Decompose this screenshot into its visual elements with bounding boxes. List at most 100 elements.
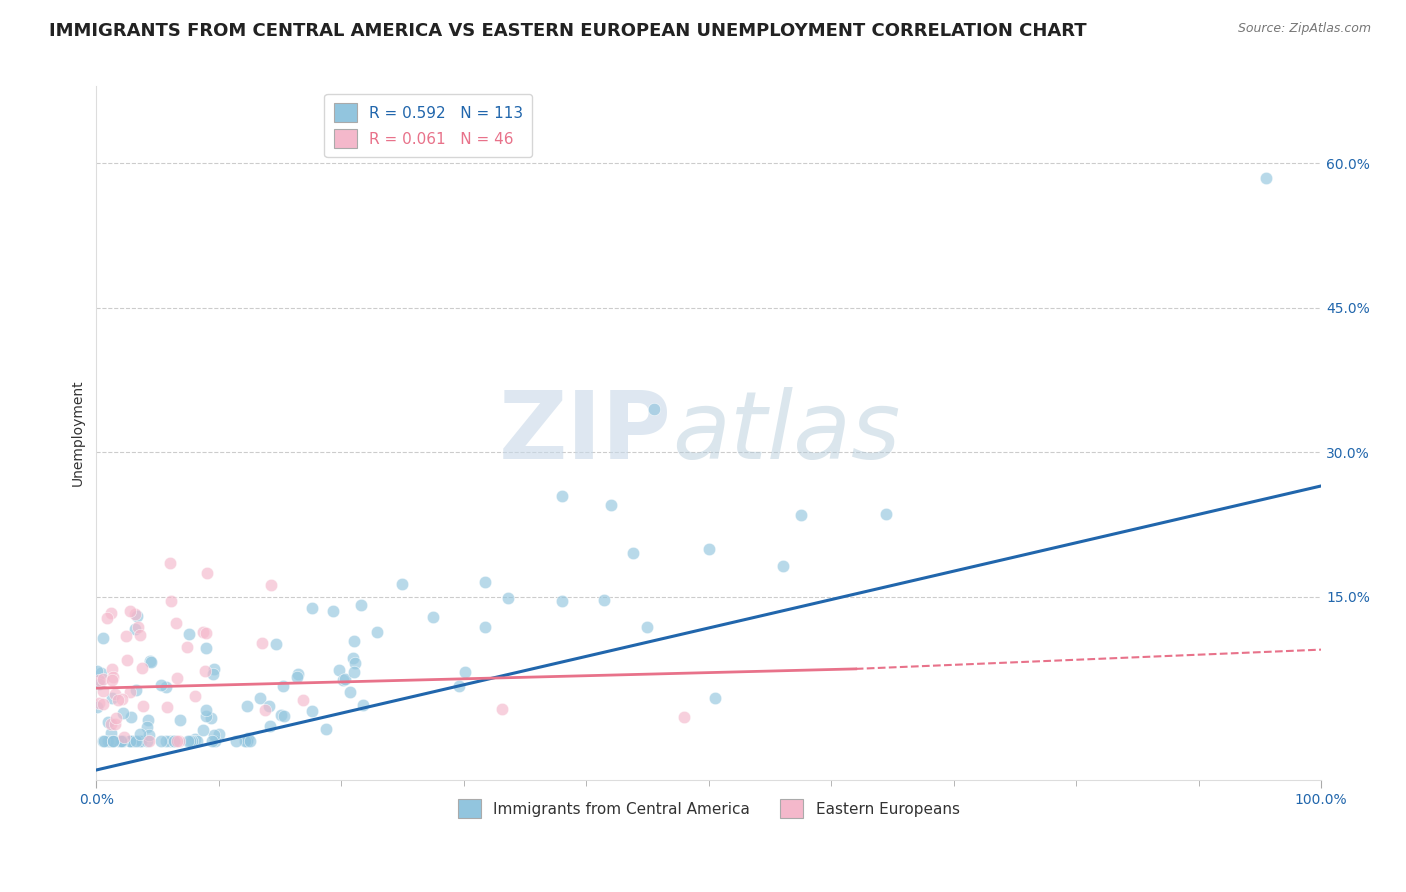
Point bbox=[344, 656, 367, 670]
Point bbox=[225, 734, 247, 748]
Point bbox=[194, 709, 217, 723]
Point bbox=[163, 734, 186, 748]
Point bbox=[191, 723, 214, 737]
Point bbox=[149, 734, 172, 748]
Point bbox=[120, 734, 142, 748]
Point bbox=[128, 726, 150, 740]
Point bbox=[621, 546, 644, 560]
Point bbox=[239, 734, 262, 748]
Point bbox=[772, 559, 794, 574]
Point bbox=[179, 734, 201, 748]
Point bbox=[643, 401, 665, 416]
Point bbox=[93, 631, 115, 645]
Point bbox=[138, 654, 160, 668]
Point bbox=[551, 489, 574, 503]
Y-axis label: Unemployment: Unemployment bbox=[72, 380, 86, 486]
Point bbox=[183, 689, 205, 703]
Point bbox=[114, 629, 136, 643]
Point bbox=[252, 635, 274, 649]
Point bbox=[97, 734, 120, 748]
Point bbox=[177, 627, 200, 641]
Point bbox=[86, 699, 108, 714]
Point bbox=[194, 664, 217, 678]
Point bbox=[366, 625, 388, 640]
Point bbox=[120, 734, 142, 748]
Point bbox=[201, 667, 224, 681]
Point bbox=[101, 734, 124, 748]
Point bbox=[100, 726, 122, 740]
Point bbox=[89, 696, 111, 710]
Point bbox=[343, 634, 366, 648]
Point bbox=[128, 734, 150, 748]
Point bbox=[195, 626, 218, 640]
Point bbox=[350, 598, 373, 612]
Point bbox=[789, 508, 811, 522]
Legend: Immigrants from Central America, Eastern Europeans: Immigrants from Central America, Eastern… bbox=[451, 793, 966, 824]
Point bbox=[149, 678, 172, 692]
Point bbox=[120, 710, 142, 724]
Point bbox=[120, 604, 142, 618]
Point bbox=[91, 734, 114, 748]
Point bbox=[204, 662, 226, 676]
Point bbox=[100, 734, 122, 748]
Point bbox=[257, 699, 280, 714]
Point bbox=[176, 640, 198, 654]
Point bbox=[254, 703, 277, 717]
Point bbox=[159, 734, 181, 748]
Point bbox=[138, 734, 160, 748]
Point bbox=[112, 734, 135, 748]
Point bbox=[90, 665, 112, 680]
Point bbox=[141, 655, 163, 669]
Point bbox=[422, 610, 444, 624]
Point bbox=[112, 730, 135, 744]
Point bbox=[117, 653, 139, 667]
Point bbox=[136, 713, 159, 727]
Point bbox=[208, 727, 231, 741]
Point bbox=[100, 606, 122, 620]
Point bbox=[1254, 170, 1277, 185]
Point bbox=[159, 594, 181, 608]
Point bbox=[125, 734, 148, 748]
Point bbox=[156, 699, 179, 714]
Point bbox=[343, 665, 366, 679]
Point bbox=[391, 577, 413, 591]
Point bbox=[118, 685, 141, 699]
Point bbox=[111, 706, 134, 720]
Point bbox=[169, 734, 191, 748]
Point bbox=[636, 620, 658, 634]
Point bbox=[125, 683, 148, 698]
Point bbox=[108, 734, 131, 748]
Point bbox=[195, 566, 218, 580]
Point bbox=[599, 498, 621, 512]
Point bbox=[131, 661, 153, 675]
Point bbox=[101, 673, 124, 687]
Point bbox=[322, 604, 344, 618]
Point bbox=[104, 687, 127, 701]
Point bbox=[235, 698, 257, 713]
Point bbox=[202, 728, 225, 742]
Point bbox=[101, 662, 124, 676]
Point bbox=[201, 734, 224, 748]
Point bbox=[107, 693, 129, 707]
Point bbox=[155, 734, 177, 748]
Point bbox=[100, 717, 122, 731]
Point bbox=[315, 722, 337, 736]
Point bbox=[155, 680, 177, 694]
Point bbox=[101, 691, 124, 706]
Point bbox=[104, 716, 127, 731]
Point bbox=[474, 620, 496, 634]
Point bbox=[165, 615, 187, 630]
Point bbox=[87, 677, 110, 691]
Point bbox=[301, 705, 323, 719]
Point bbox=[204, 734, 226, 748]
Point bbox=[496, 591, 519, 606]
Point bbox=[673, 710, 696, 724]
Point bbox=[180, 734, 202, 748]
Point bbox=[104, 711, 127, 725]
Point bbox=[93, 698, 115, 712]
Point bbox=[100, 734, 122, 748]
Point bbox=[233, 734, 256, 748]
Point bbox=[332, 673, 354, 688]
Point bbox=[132, 698, 155, 713]
Point bbox=[136, 720, 159, 734]
